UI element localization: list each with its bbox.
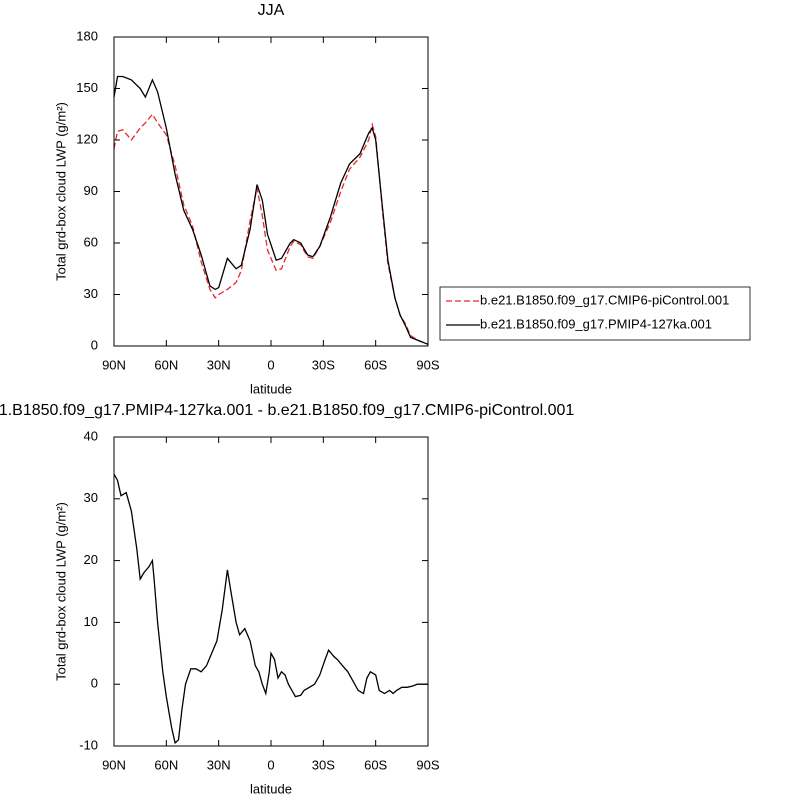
x-tick-label: 90S xyxy=(416,757,439,772)
x-tick-label: 30N xyxy=(207,357,231,372)
data-line xyxy=(113,75,429,345)
chart-title: JJA xyxy=(258,2,285,19)
y-tick-label: -10 xyxy=(79,737,98,752)
y-axis-label: Total grd-box cloud LWP (g/m²) xyxy=(53,502,68,681)
y-axis-label: Total grd-box cloud LWP (g/m²) xyxy=(53,102,68,281)
y-tick-label: 120 xyxy=(76,131,98,146)
x-tick-label: 90N xyxy=(102,357,126,372)
x-tick-label: 90N xyxy=(102,757,126,772)
y-tick-label: 20 xyxy=(84,552,98,567)
x-tick-label: 0 xyxy=(267,357,274,372)
x-tick-label: 30N xyxy=(207,757,231,772)
x-tick-label: 30S xyxy=(312,757,335,772)
y-tick-label: 150 xyxy=(76,80,98,95)
legend-label: b.e21.B1850.f09_g17.CMIP6-piControl.001 xyxy=(480,292,729,307)
x-tick-label: 60S xyxy=(364,757,387,772)
plot-frame xyxy=(113,436,429,747)
x-tick-label: 30S xyxy=(312,357,335,372)
x-tick-label: 90S xyxy=(416,357,439,372)
y-tick-label: 40 xyxy=(84,428,98,443)
x-axis-label: latitude xyxy=(250,381,292,396)
x-tick-label: 60N xyxy=(154,757,178,772)
y-tick-label: 180 xyxy=(76,28,98,43)
x-tick-label: 0 xyxy=(267,757,274,772)
y-tick-label: 0 xyxy=(91,676,98,691)
x-tick-label: 60N xyxy=(154,357,178,372)
chart-title: b.e21.B1850.f09_g17.PMIP4-127ka.001 - b.… xyxy=(0,402,574,419)
y-tick-label: 60 xyxy=(84,234,98,249)
y-tick-label: 0 xyxy=(91,337,98,352)
legend-box xyxy=(439,286,751,341)
y-tick-label: 10 xyxy=(84,614,98,629)
data-line xyxy=(113,113,429,345)
y-tick-label: 30 xyxy=(84,490,98,505)
legend-label: b.e21.B1850.f09_g17.PMIP4-127ka.001 xyxy=(480,316,712,331)
y-tick-label: 30 xyxy=(84,286,98,301)
data-line xyxy=(113,473,428,745)
x-axis-label: latitude xyxy=(250,781,292,796)
y-tick-label: 90 xyxy=(84,183,98,198)
x-tick-label: 60S xyxy=(364,357,387,372)
